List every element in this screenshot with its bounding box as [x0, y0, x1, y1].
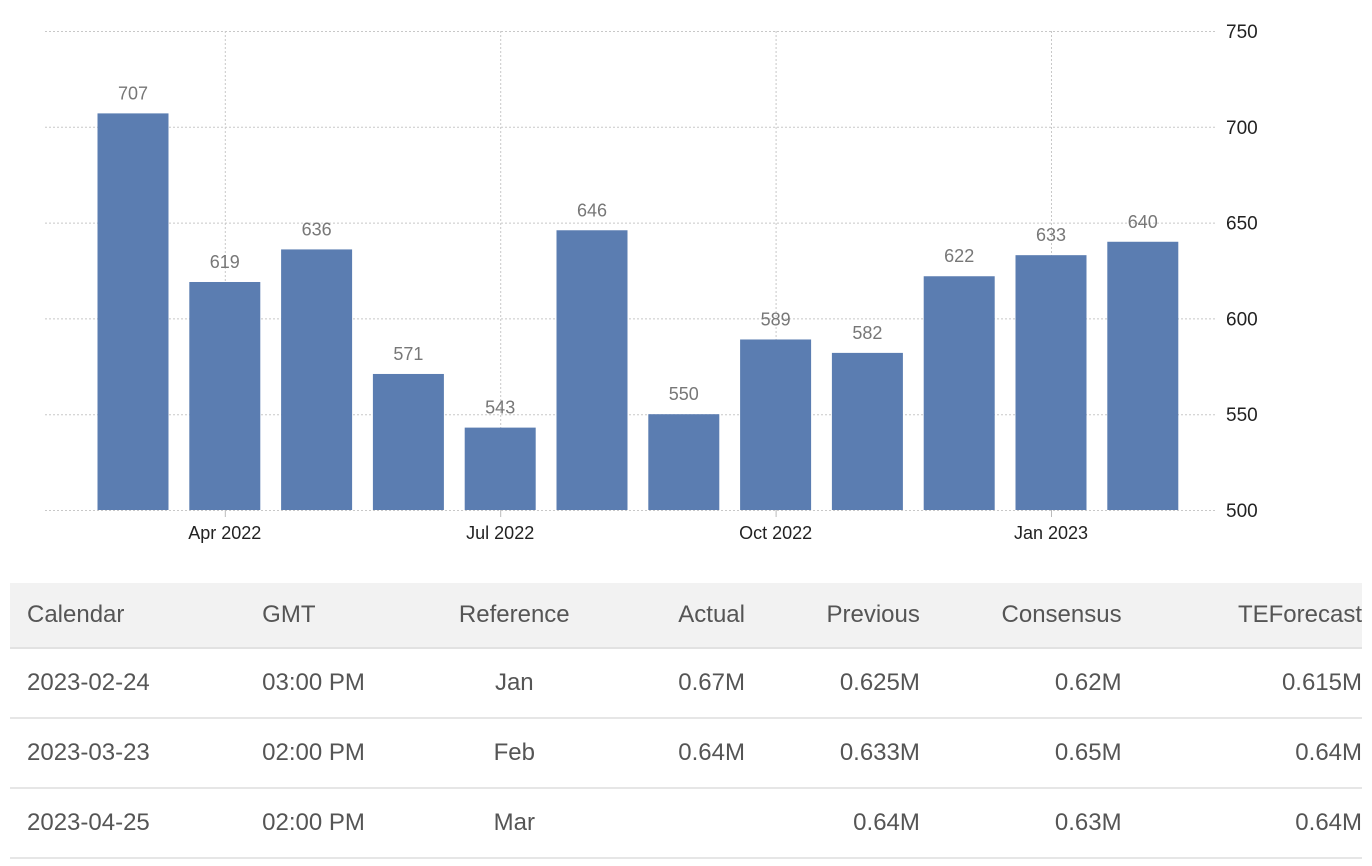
table-cell-teforecast: 0.64M	[1121, 788, 1362, 859]
table-cell-gmt: 03:00 PM	[262, 648, 424, 719]
bar-may-2022[interactable]	[281, 249, 353, 510]
y-tick-label: 600	[1226, 309, 1258, 330]
column-header-teforecast: TEForecast	[1121, 583, 1362, 649]
bar-sep-2022[interactable]	[648, 414, 720, 510]
column-header-reference: Reference	[423, 583, 606, 649]
table-cell-previous: 0.633M	[744, 718, 920, 789]
bar-oct-2022[interactable]	[740, 339, 812, 510]
bar-jul-2022[interactable]	[464, 427, 536, 510]
y-tick-label: 550	[1226, 405, 1258, 426]
data-label: 707	[118, 83, 148, 103]
column-header-actual: Actual	[605, 583, 745, 649]
y-tick-label: 500	[1226, 501, 1258, 522]
data-label: 640	[1128, 212, 1158, 232]
data-label: 636	[302, 219, 332, 239]
table-cell-consensus: 0.65M	[919, 718, 1122, 789]
bar-jun-2022[interactable]	[372, 373, 444, 510]
table-cell-reference: Jan	[423, 648, 606, 719]
data-label: 619	[210, 252, 240, 272]
table-cell-consensus: 0.63M	[919, 788, 1122, 859]
table-cell-teforecast: 0.615M	[1121, 648, 1362, 719]
table-row: 2023-03-23 02:00 PM Feb 0.64M 0.633M 0.65M 0.6…	[10, 718, 1362, 789]
data-label: 633	[1036, 225, 1066, 245]
column-header-consensus: Consensus	[919, 583, 1122, 649]
y-tick-label: 750	[1226, 22, 1258, 43]
table-cell-reference: Feb	[423, 718, 606, 789]
x-tick-label: Jul 2022	[466, 523, 534, 543]
table-row: 2023-04-25 02:00 PM Mar 0.64M 0.63M 0.64M	[10, 788, 1362, 859]
bar-chart: 500 550 600 650 700 750 Apr 2022 Jul 2022 Oct 20…	[45, 22, 1258, 543]
table-cell-calendar: 2023-04-25	[10, 788, 263, 859]
table-row: 2023-02-24 03:00 PM Jan 0.67M 0.625M 0.62M 0.6…	[10, 648, 1362, 719]
table-cell-actual: 0.64M	[605, 718, 745, 789]
table-cell-previous: 0.64M	[744, 788, 920, 859]
x-tick-label: Jan 2023	[1014, 523, 1088, 543]
data-label: 543	[485, 398, 515, 418]
bar-mar-2022[interactable]	[97, 113, 169, 510]
table-cell-calendar: 2023-03-23	[10, 718, 263, 789]
data-label: 589	[761, 309, 791, 329]
table-cell-gmt: 02:00 PM	[262, 718, 424, 789]
data-label: 582	[852, 323, 882, 343]
data-label: 622	[944, 246, 974, 266]
column-header-calendar: Calendar	[10, 583, 263, 649]
data-label: 646	[577, 200, 607, 220]
bar-aug-2022[interactable]	[556, 230, 628, 510]
data-label: 571	[393, 344, 423, 364]
column-header-previous: Previous	[744, 583, 920, 649]
table-cell-actual	[605, 788, 745, 859]
calendar-table: Calendar GMT Reference Actual Previous Consen…	[10, 583, 1362, 859]
table-cell-teforecast: 0.64M	[1121, 718, 1362, 789]
table-cell-previous: 0.625M	[744, 648, 920, 719]
bar-jan-2023[interactable]	[1015, 255, 1087, 510]
data-label: 550	[669, 384, 699, 404]
table-header-row: Calendar GMT Reference Actual Previous Consen…	[10, 583, 1362, 649]
y-tick-label: 650	[1226, 214, 1258, 235]
x-tick-label: Apr 2022	[188, 523, 261, 543]
table-cell-reference: Mar	[423, 788, 606, 859]
column-header-gmt: GMT	[262, 583, 424, 649]
y-tick-label: 700	[1226, 118, 1258, 139]
table-cell-gmt: 02:00 PM	[262, 788, 424, 859]
table-cell-actual: 0.67M	[605, 648, 745, 719]
table-cell-calendar: 2023-02-24	[10, 648, 263, 719]
x-tick-label: Oct 2022	[739, 523, 812, 543]
table-cell-consensus: 0.62M	[919, 648, 1122, 719]
bar-feb-2023[interactable]	[1107, 241, 1179, 510]
bar-nov-2022[interactable]	[831, 352, 903, 510]
bar-apr-2022[interactable]	[189, 281, 261, 510]
bar-dec-2022[interactable]	[923, 276, 995, 510]
